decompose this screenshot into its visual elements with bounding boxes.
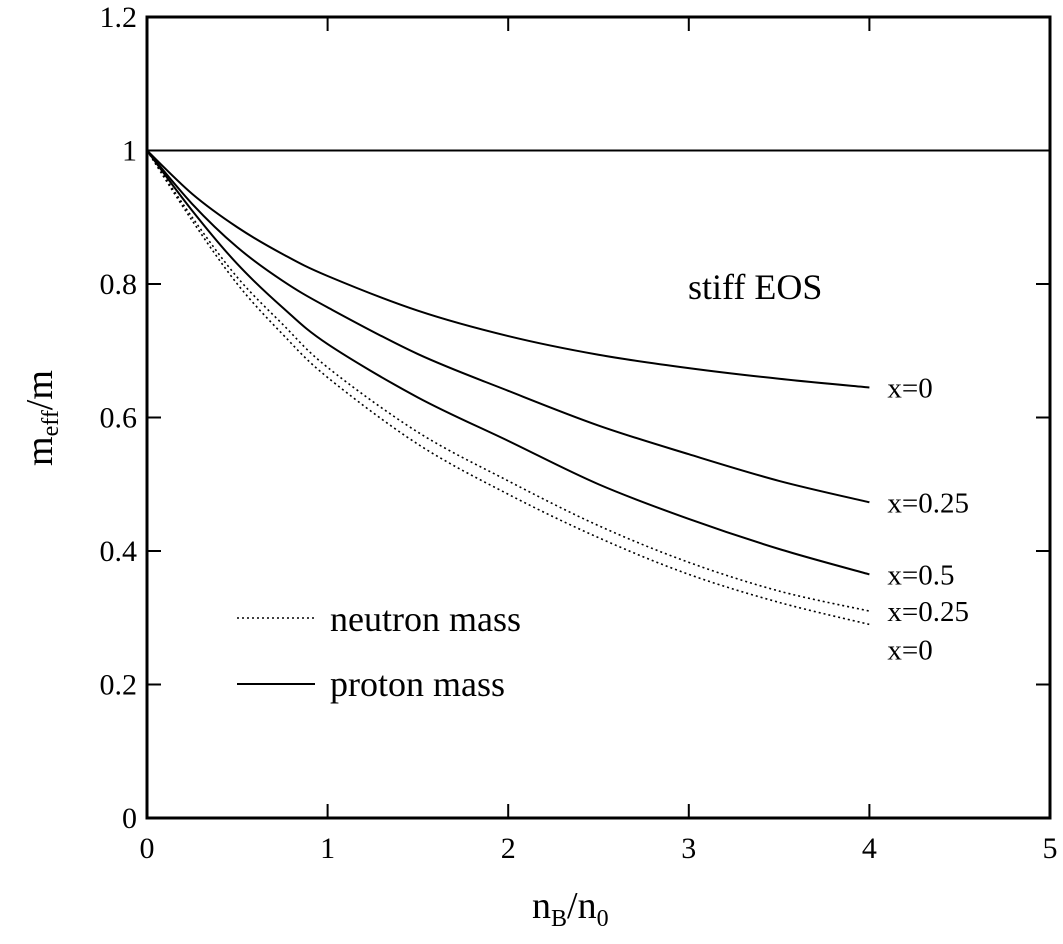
x-tick-label-2: 2 [501,832,516,865]
legend: neutron mass proton mass [237,599,521,704]
y-tick-label-3: 0.6 [100,402,138,435]
series-line-neutron-4 [146,150,870,626]
y-tick-label-0: 0 [122,802,137,835]
series-group: x=0 x=0.25 x=0.5 x=0.25 x=0 [146,149,969,666]
x-tick-label-3: 3 [681,832,696,865]
x-axis-title-n: n [532,885,551,927]
series-label-neutron-3: x=0.25 [887,596,969,628]
series-label-proton-2: x=0.5 [887,559,954,591]
y-tick-label-1: 0.2 [100,669,138,702]
y-axis-title-sub-eff: eff [38,410,64,436]
y-axis-title-sep: /m [19,370,61,410]
y-tick-label-5: 1 [122,135,137,168]
series-line-proton-2 [146,149,870,576]
plot-frame [145,15,1052,820]
series-label-proton-1: x=0.25 [887,487,969,519]
y-axis-title: meff/m [19,370,64,466]
x-axis-title-sep: / [567,885,578,927]
y-tick-label-2: 0.4 [100,535,138,568]
x-tick-label-5: 5 [1043,832,1058,865]
series-label-proton-0: x=0 [887,372,932,404]
y-tick-label-4: 0.8 [100,268,138,301]
series-line-proton-1 [146,149,870,504]
x-axis-title: nB/n0 [532,885,609,932]
x-axis-title-n2: n [578,885,597,927]
x-tick-label-1: 1 [320,832,335,865]
x-axis-title-sub-b: B [551,906,567,932]
series-line-neutron-3 [146,150,870,612]
legend-proton-label: proton mass [330,664,505,704]
y-axis-title-m: m [19,436,61,466]
x-tick-label-0: 0 [140,832,155,865]
series-line-proton-0 [146,149,870,389]
y-tick-label-6: 1.2 [100,1,138,34]
x-axis-ticks: 0 1 2 3 4 5 [140,17,1058,865]
series-label-neutron-4: x=0 [887,634,932,666]
x-tick-label-4: 4 [862,832,877,865]
x-axis-title-sub-0: 0 [597,906,609,932]
legend-neutron-label: neutron mass [330,599,521,639]
annotation-stiff-eos: stiff EOS [688,267,822,307]
y-axis-ticks: 0 0.2 0.4 0.6 0.8 1 1.2 [100,1,1050,835]
